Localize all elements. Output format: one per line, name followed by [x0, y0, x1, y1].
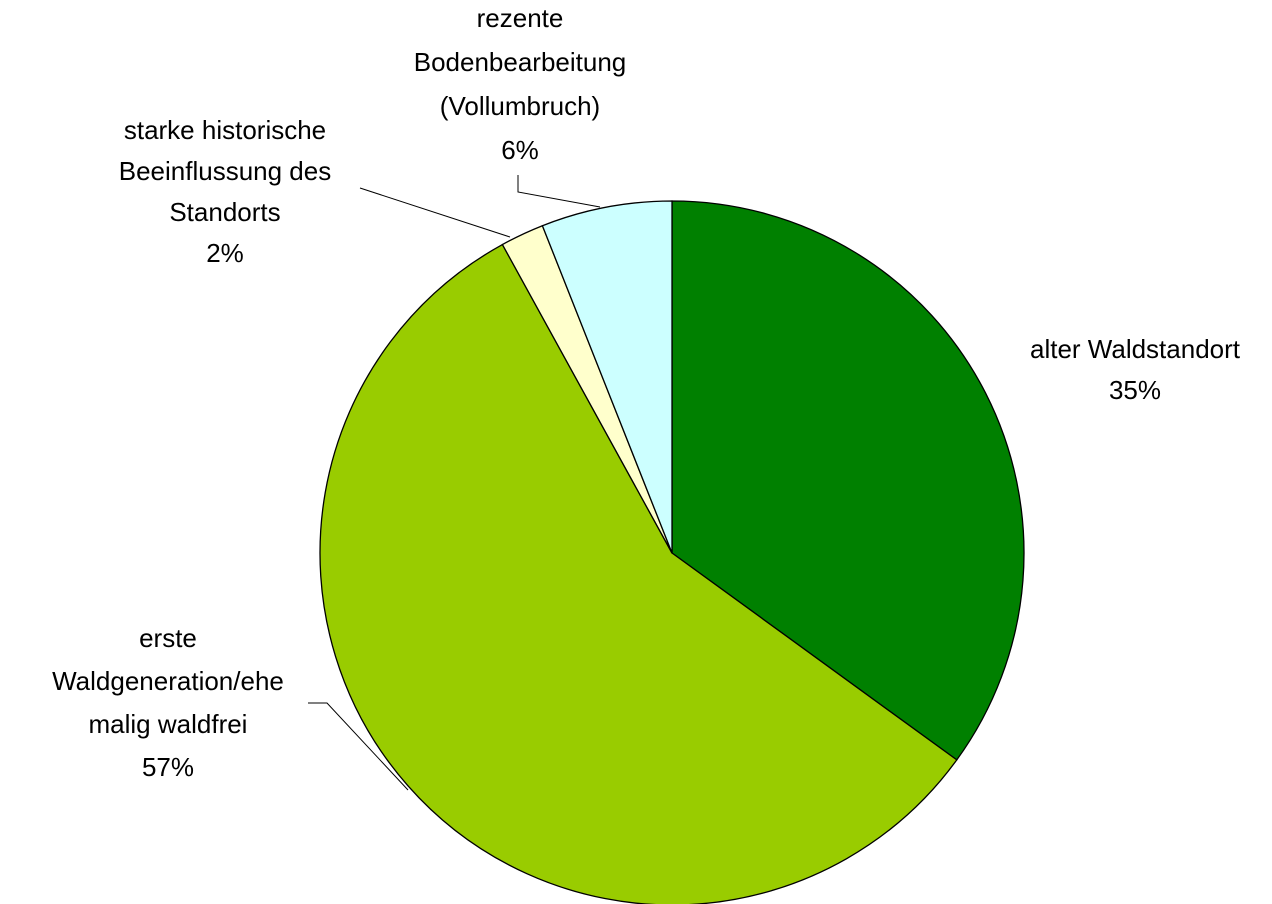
- slice-label: erste: [139, 623, 197, 653]
- slice-label: rezente: [477, 3, 564, 33]
- slice-label: Beeinflussung des: [119, 156, 331, 186]
- leader-line: [359, 187, 511, 238]
- slice-label: Waldgeneration/ehe: [52, 666, 284, 696]
- pie-slice: [671, 200, 1025, 761]
- slice-label: starke historische: [124, 115, 326, 145]
- pie: [319, 200, 1025, 904]
- slice-label: (Vollumbruch): [440, 91, 600, 121]
- slice-label: Bodenbearbeitung: [414, 47, 627, 77]
- pie-slice: [319, 243, 958, 904]
- value-label: 57%: [142, 752, 194, 782]
- leader-line: [517, 175, 601, 208]
- slice-label: Standorts: [169, 197, 280, 227]
- leader-lines: [308, 175, 601, 791]
- value-label: 6%: [501, 135, 539, 165]
- pie-slice: [541, 200, 673, 554]
- leader-line: [308, 702, 409, 791]
- value-label: 35%: [1109, 375, 1161, 405]
- slice-label: alter Waldstandort: [1030, 334, 1241, 364]
- value-label: 2%: [206, 238, 244, 268]
- slice-label: malig waldfrei: [89, 709, 248, 739]
